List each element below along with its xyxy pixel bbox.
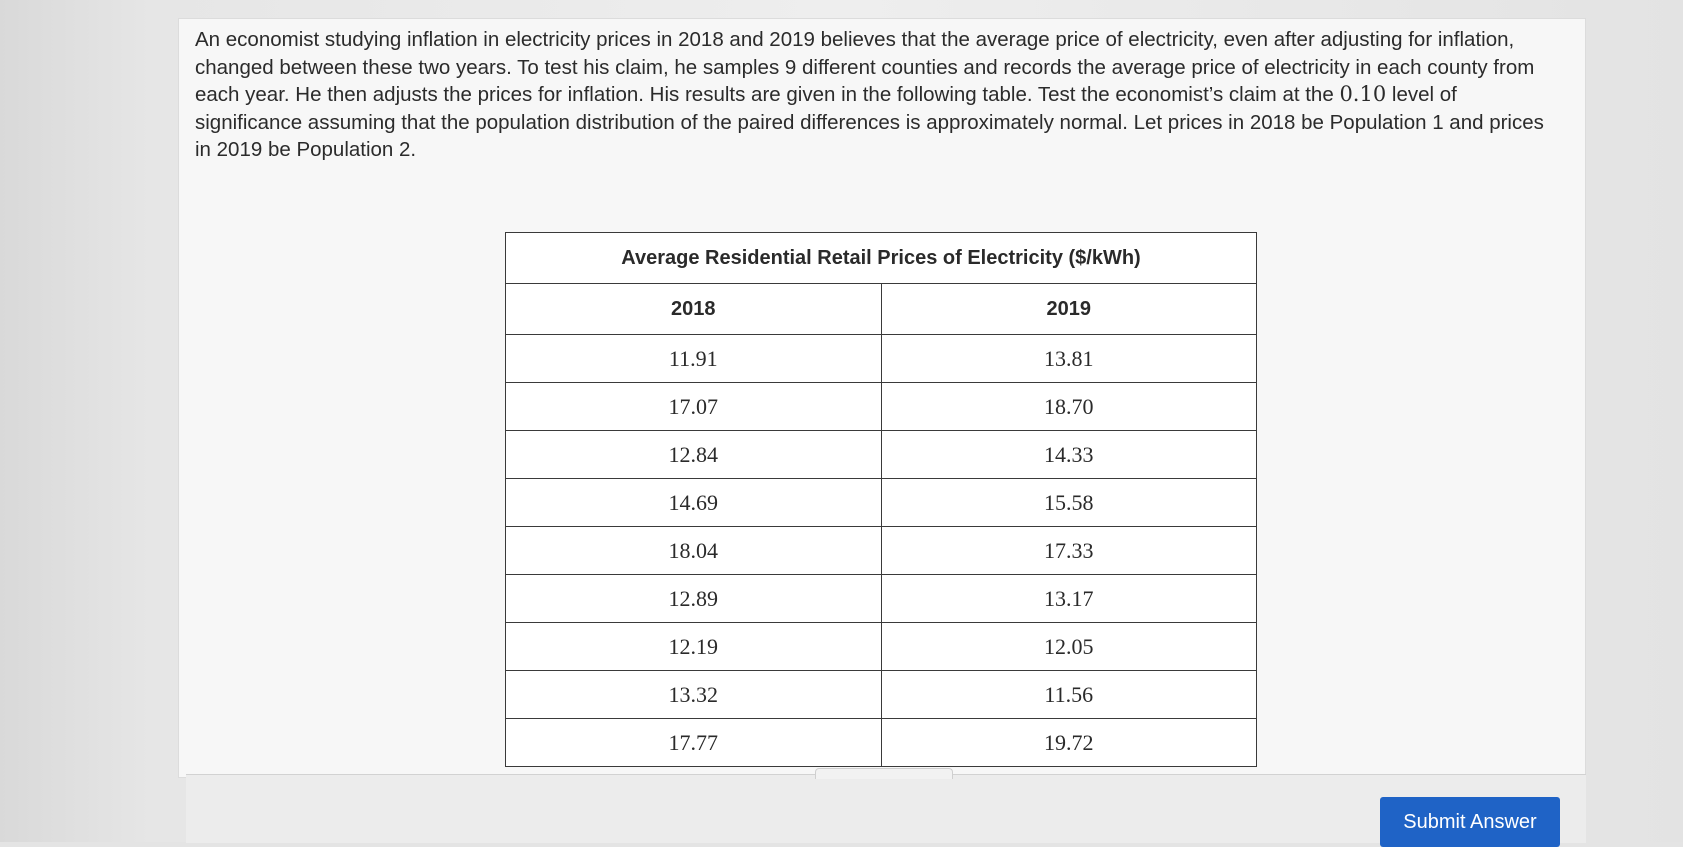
table-row: 18.04 17.33 xyxy=(505,526,1257,575)
cell-2019: 13.81 xyxy=(880,334,1257,383)
question-text-part1: An economist studying inflation in elect… xyxy=(195,28,1535,106)
submit-answer-button[interactable]: Submit Answer xyxy=(1380,797,1560,847)
cell-2018: 18.04 xyxy=(505,526,882,575)
cell-2019: 12.05 xyxy=(880,622,1257,671)
cell-2018: 17.07 xyxy=(505,382,882,431)
table-row: 12.89 13.17 xyxy=(505,574,1257,623)
question-text: An economist studying inflation in elect… xyxy=(195,26,1565,164)
cell-2018: 11.91 xyxy=(505,334,882,383)
cell-2019: 19.72 xyxy=(880,718,1257,767)
table-row: 17.07 18.70 xyxy=(505,382,1257,431)
table-title: Average Residential Retail Prices of Ele… xyxy=(505,232,1257,284)
column-header-2019: 2019 xyxy=(880,283,1257,335)
cell-2018: 12.19 xyxy=(505,622,882,671)
cell-2018: 12.84 xyxy=(505,430,882,479)
column-header-2018: 2018 xyxy=(505,283,882,335)
question-text-part2: level of significance assuming that the … xyxy=(195,83,1544,161)
cell-2019: 13.17 xyxy=(880,574,1257,623)
cell-2018: 17.77 xyxy=(505,718,882,767)
table-row: 17.77 19.72 xyxy=(505,718,1257,767)
table-row: 11.91 13.81 xyxy=(505,334,1257,383)
cell-2019: 18.70 xyxy=(880,382,1257,431)
cell-2019: 11.56 xyxy=(880,670,1257,719)
cell-2019: 14.33 xyxy=(880,430,1257,479)
cell-2019: 15.58 xyxy=(880,478,1257,527)
collapse-tab-handle[interactable] xyxy=(815,768,953,779)
electricity-price-table: Average Residential Retail Prices of Ele… xyxy=(505,232,1257,767)
table-title-row: Average Residential Retail Prices of Ele… xyxy=(505,232,1257,284)
cell-2018: 12.89 xyxy=(505,574,882,623)
significance-level: 0.10 xyxy=(1339,82,1387,106)
table-row: 12.84 14.33 xyxy=(505,430,1257,479)
table-row: 12.19 12.05 xyxy=(505,622,1257,671)
answer-footer-bar xyxy=(186,774,1586,843)
cell-2018: 14.69 xyxy=(505,478,882,527)
table-row: 13.32 11.56 xyxy=(505,670,1257,719)
cell-2019: 17.33 xyxy=(880,526,1257,575)
table-header-row: 2018 2019 xyxy=(505,283,1257,335)
table-row: 14.69 15.58 xyxy=(505,478,1257,527)
cell-2018: 13.32 xyxy=(505,670,882,719)
